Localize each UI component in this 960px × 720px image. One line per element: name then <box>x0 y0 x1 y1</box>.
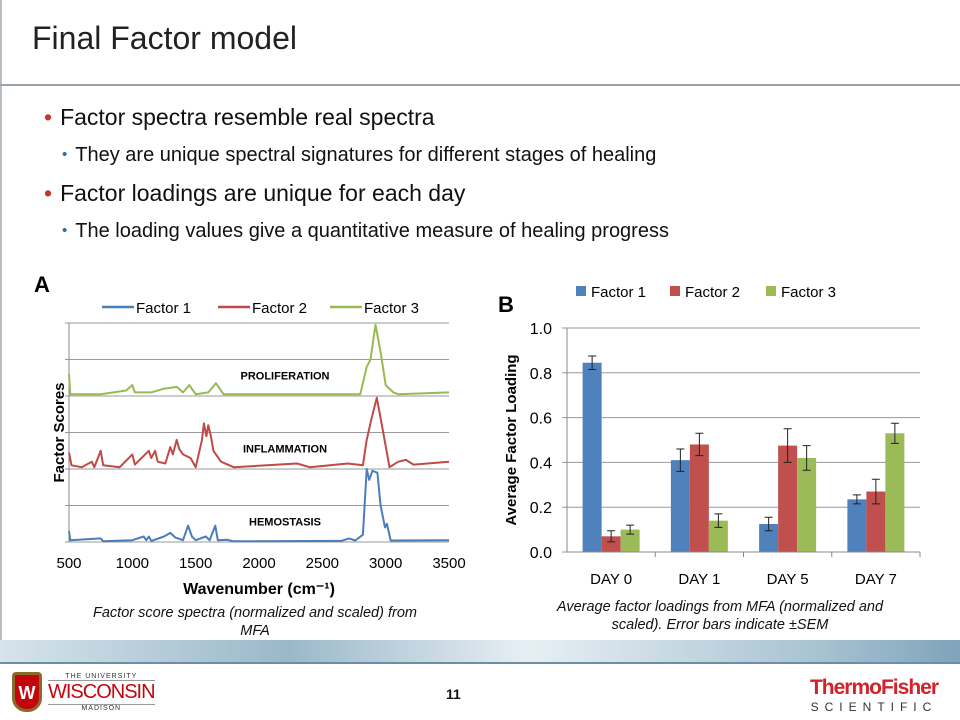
sub-bullet-1: • They are unique spectral signatures for… <box>62 144 657 166</box>
error-bar <box>764 516 773 532</box>
sub-bullet-2: • The loading values give a quantitative … <box>62 220 669 242</box>
bar-factor-3-day-1 <box>708 520 728 552</box>
bullet-2-text: Factor loadings are unique for each day <box>60 180 466 206</box>
page-number: 11 <box>446 686 461 702</box>
error-bar <box>676 448 685 472</box>
thermofisher-logo-line1: ThermoFisher <box>809 676 939 699</box>
uw-logo-line1: THE UNIVERSITY <box>65 672 138 680</box>
legend-label-1: Factor 1 <box>591 284 646 301</box>
series-line-factor-1 <box>68 468 450 543</box>
panel-label-a: A <box>34 272 50 297</box>
x-tick-label: 3000 <box>369 555 402 572</box>
error-bar <box>714 513 723 528</box>
legend-label-3: Factor 3 <box>781 284 836 301</box>
uw-crest-icon: W <box>12 672 42 712</box>
chart-b-loadings: B 0.0 0.2 0.4 0.6 0.8 1.0 Average Factor Loadin… <box>498 284 921 588</box>
x-tick-label: 2500 <box>306 555 339 572</box>
error-bar <box>783 428 792 463</box>
error-bar <box>695 432 704 457</box>
uw-logo-line3: MADISON <box>81 704 122 712</box>
y-tick-label: 0.6 <box>530 411 552 428</box>
series-line-factor-2 <box>68 396 450 469</box>
bar-factor-2-day-0 <box>601 536 621 552</box>
error-bar <box>588 355 597 370</box>
bar-factor-2-day-1 <box>689 444 709 552</box>
annotation-hemostasis: HEMOSTASIS <box>249 517 321 529</box>
error-bar <box>626 524 635 535</box>
y-tick-label: 1.0 <box>530 321 552 338</box>
bar-factor-3-day-0 <box>620 529 640 552</box>
y-tick-label: 0.0 <box>530 545 552 562</box>
bar-factor-2-day-7 <box>866 491 886 552</box>
error-bar <box>890 422 899 444</box>
x-tick-label: 2000 <box>242 555 275 572</box>
x-tick-label: 3500 <box>432 555 465 572</box>
bar-factor-3-day-7 <box>885 433 905 552</box>
error-bar <box>852 494 861 505</box>
left-border <box>0 0 2 640</box>
bar-factor-1-day-7 <box>847 499 867 552</box>
series-line-factor-3 <box>68 323 450 396</box>
sub-bullet-2-text: The loading values give a quantitative m… <box>75 220 669 242</box>
panel-label-b: B <box>498 292 514 317</box>
error-bar <box>607 530 616 543</box>
bar-factor-2-day-5 <box>778 445 798 552</box>
sub-bullet-1-text: They are unique spectral signatures for … <box>75 144 657 166</box>
legend-label-2: Factor 2 <box>685 284 740 301</box>
error-bar <box>802 445 811 471</box>
x-tick-label: DAY 5 <box>767 571 809 588</box>
bullet-2: • Factor loadings are unique for each day <box>44 180 466 206</box>
x-tick-label: 500 <box>56 555 81 572</box>
x-tick-label: 1000 <box>116 555 149 572</box>
x-tick-label: DAY 7 <box>855 571 897 588</box>
bar-factor-1-day-5 <box>759 524 779 552</box>
legend-label-1: Factor 1 <box>136 300 191 317</box>
legend-label-3: Factor 3 <box>364 300 419 317</box>
x-axis-label: Wavenumber (cm⁻¹) <box>183 581 335 598</box>
y-axis-label: Factor Scores <box>51 382 68 482</box>
x-tick-label: DAY 1 <box>678 571 720 588</box>
chart-a-spectra: A 500 1000 1500 2000 2500 3000 3500 Wavenumber (… <box>34 272 466 598</box>
x-tick-label: DAY 0 <box>590 571 632 588</box>
caption-a: Factor score spectra (normalized and sca… <box>93 605 417 639</box>
title-divider <box>0 84 960 86</box>
y-tick-label: 0.4 <box>530 455 552 472</box>
annotation-inflammation: INFLAMMATION <box>243 444 327 456</box>
legend-swatch-2 <box>670 286 680 296</box>
legend-label-2: Factor 2 <box>252 300 307 317</box>
thermofisher-logo-line2: SCIENTIFIC <box>810 700 938 714</box>
slide-title: Final Factor model <box>32 20 297 56</box>
legend-swatch-1 <box>576 286 586 296</box>
bullet-1: • Factor spectra resemble real spectra <box>44 104 435 130</box>
bar-factor-3-day-5 <box>797 457 817 552</box>
x-tick-label: 1500 <box>179 555 212 572</box>
uw-logo-line2: WISCONSIN <box>48 679 156 705</box>
bar-factor-1-day-0 <box>582 362 602 552</box>
error-bar <box>871 478 880 505</box>
thermofisher-logo: ThermoFisher SCIENTIFIC <box>809 676 939 714</box>
bar-factor-1-day-1 <box>670 460 690 552</box>
legend-swatch-3 <box>766 286 776 296</box>
footer-band <box>0 640 960 664</box>
caption-b: Average factor loadings from MFA (normal… <box>556 599 884 633</box>
y-axis-label: Average Factor Loading <box>503 354 520 525</box>
bullet-1-text: Factor spectra resemble real spectra <box>60 104 435 130</box>
annotation-proliferation: PROLIFERATION <box>240 371 329 383</box>
y-tick-label: 0.2 <box>530 500 552 517</box>
uw-madison-logo: W THE UNIVERSITY WISCONSIN MADISON <box>12 672 156 712</box>
y-tick-label: 0.8 <box>530 366 552 383</box>
